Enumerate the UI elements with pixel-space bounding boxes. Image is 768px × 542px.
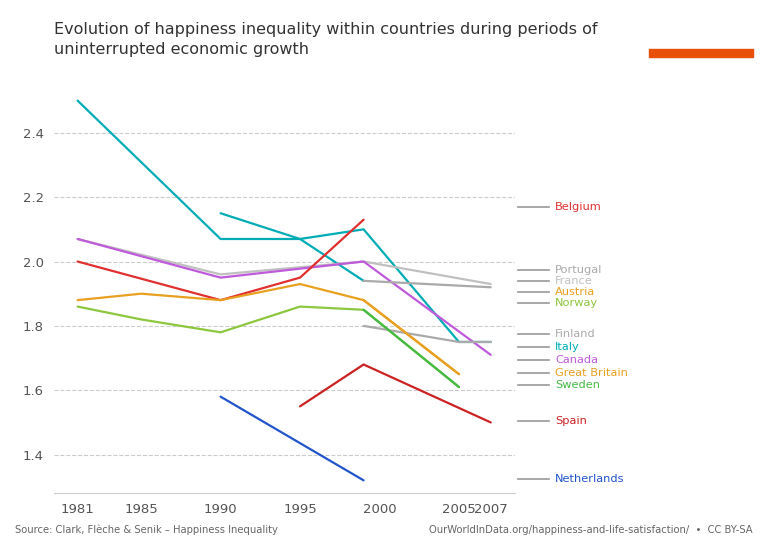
Bar <box>649 49 753 57</box>
Text: Netherlands: Netherlands <box>555 474 624 484</box>
Text: France: France <box>555 276 593 286</box>
Text: Belgium: Belgium <box>555 202 602 212</box>
Text: OurWorldInData.org/happiness-and-life-satisfaction/  •  CC BY-SA: OurWorldInData.org/happiness-and-life-sa… <box>429 526 753 535</box>
Text: Austria: Austria <box>555 287 595 297</box>
Text: Sweden: Sweden <box>555 380 601 390</box>
Text: Canada: Canada <box>555 354 598 365</box>
Text: Norway: Norway <box>555 298 598 308</box>
Text: Our World: Our World <box>671 25 730 35</box>
Text: Finland: Finland <box>555 329 596 339</box>
Text: Italy: Italy <box>555 342 580 352</box>
Text: Spain: Spain <box>555 416 588 426</box>
Text: Great Britain: Great Britain <box>555 367 628 378</box>
Text: in Data: in Data <box>680 40 722 49</box>
Text: Evolution of happiness inequality within countries during periods of
uninterrupt: Evolution of happiness inequality within… <box>54 22 598 57</box>
Text: Source: Clark, Flèche & Senik – Happiness Inequality: Source: Clark, Flèche & Senik – Happines… <box>15 525 278 535</box>
Text: Portugal: Portugal <box>555 264 603 275</box>
